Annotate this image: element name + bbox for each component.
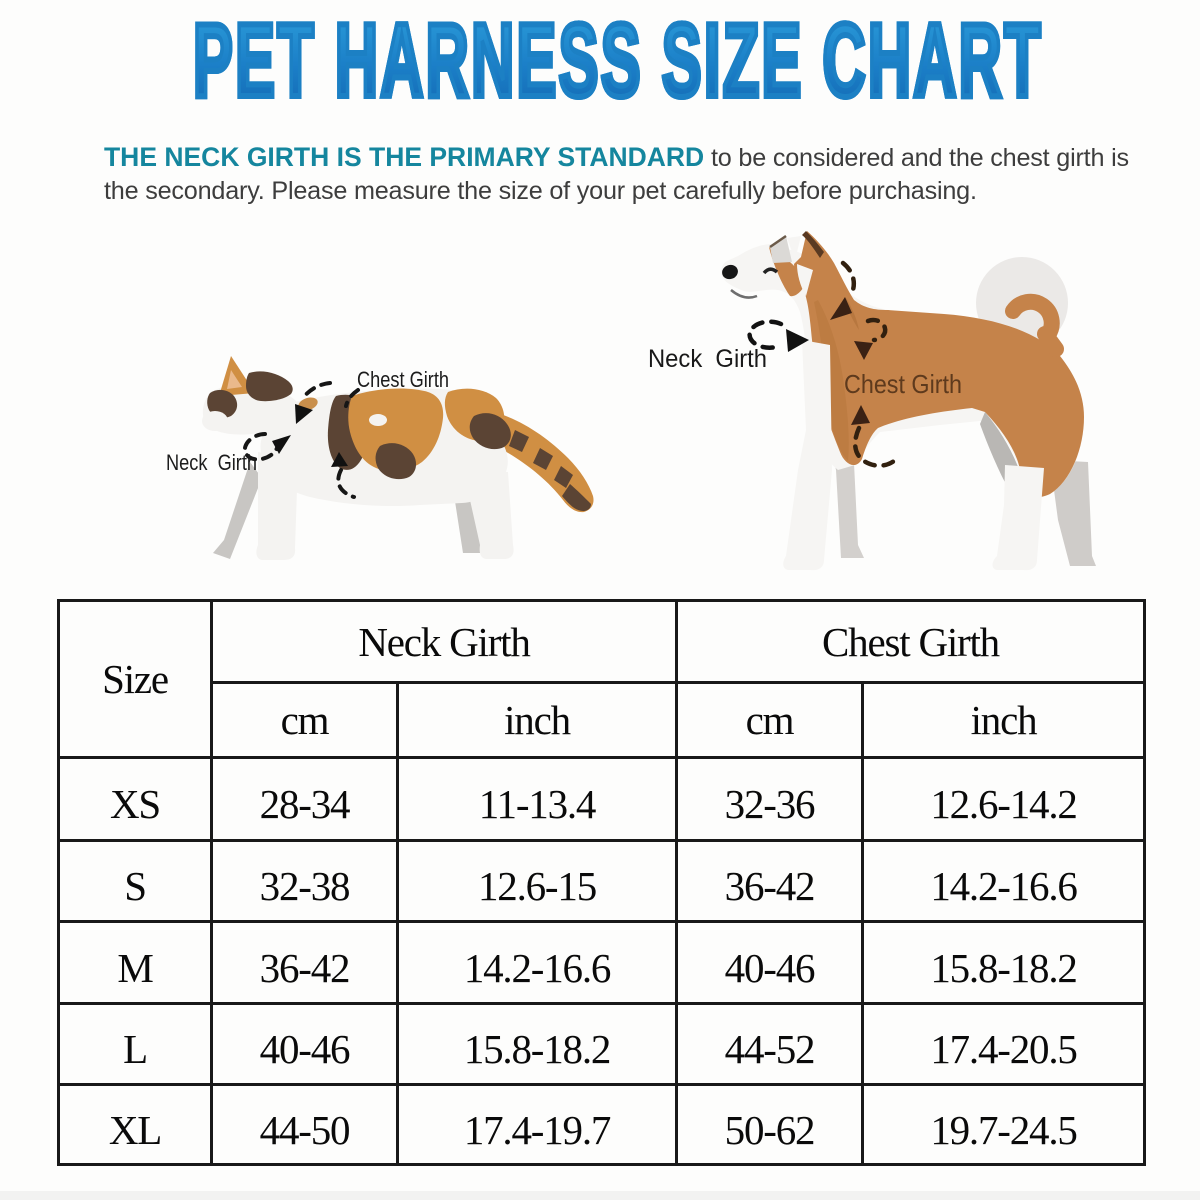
svg-text:Neck Girth: Neck Girth — [166, 450, 257, 475]
svg-text:Neck Girth: Neck Girth — [648, 345, 767, 373]
svg-text:Chest Girth: Chest Girth — [357, 367, 449, 392]
svg-text:Chest Girth: Chest Girth — [844, 369, 962, 399]
